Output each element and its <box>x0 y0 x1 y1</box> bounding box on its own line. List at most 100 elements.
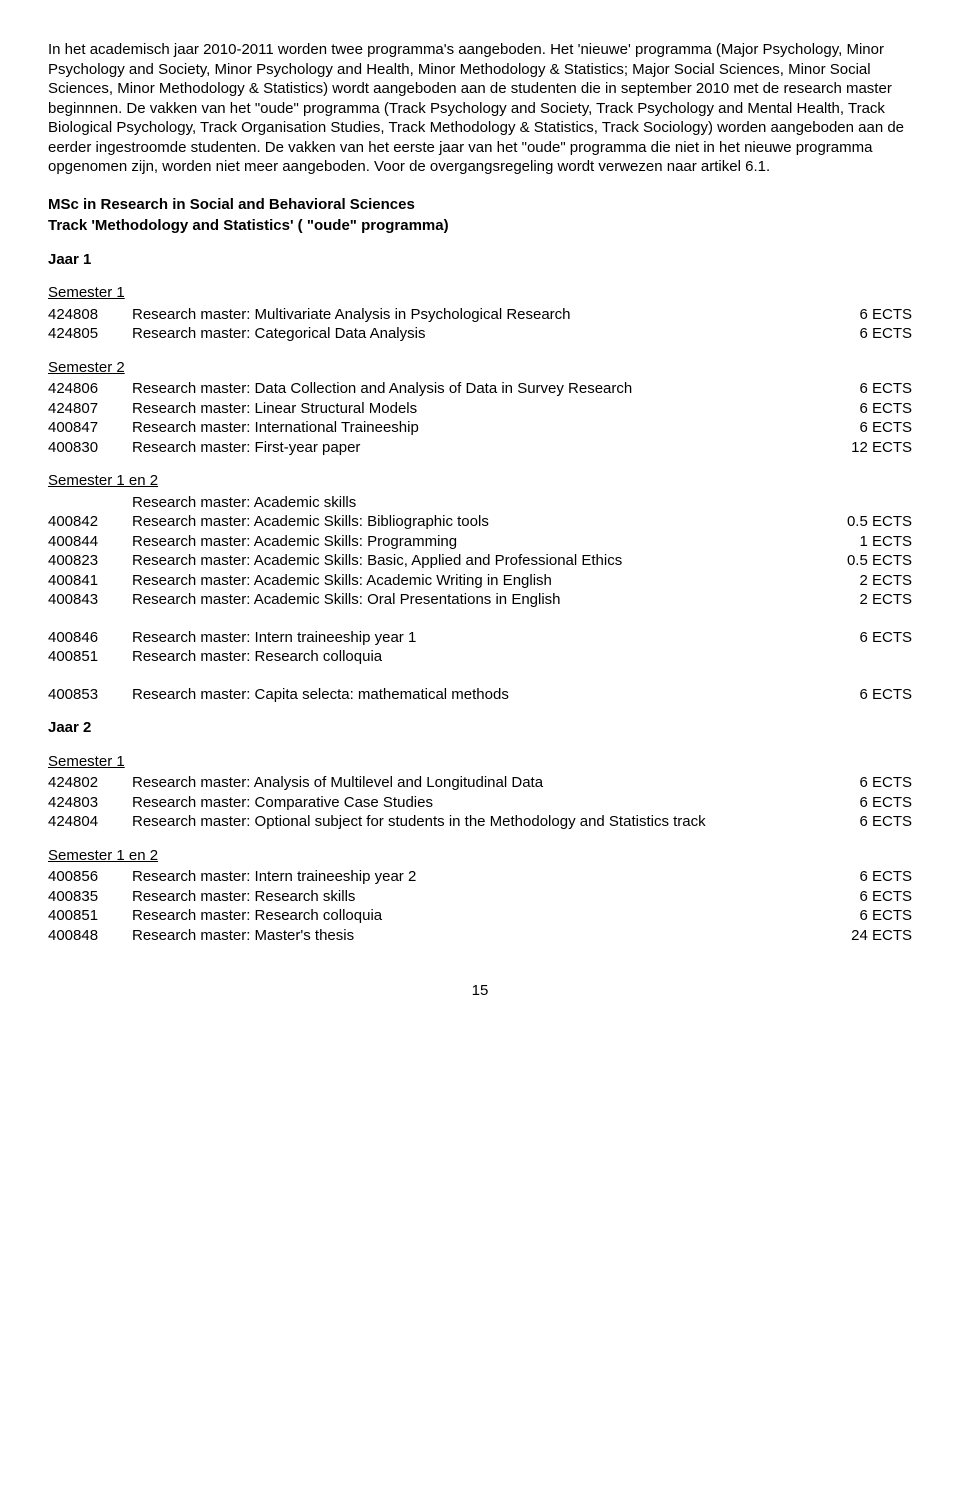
page-number: 15 <box>48 981 912 1001</box>
y1-sem1-list: 424808Research master: Multivariate Anal… <box>48 305 912 344</box>
course-title: Research master: Optional subject for st… <box>132 812 822 832</box>
course-row: 400841Research master: Academic Skills: … <box>48 571 912 591</box>
course-code: 424804 <box>48 812 132 832</box>
course-code: 400844 <box>48 532 132 552</box>
course-ects: 6 ECTS <box>822 773 912 793</box>
course-ects: 6 ECTS <box>822 379 912 399</box>
y1-sem1-heading: Semester 1 <box>48 283 912 303</box>
course-code: 400843 <box>48 590 132 610</box>
course-ects: 6 ECTS <box>822 793 912 813</box>
course-row: 424808Research master: Multivariate Anal… <box>48 305 912 325</box>
course-row: 400844Research master: Academic Skills: … <box>48 532 912 552</box>
course-ects: 0.5 ECTS <box>822 551 912 571</box>
course-title: Research master: Analysis of Multilevel … <box>132 773 822 793</box>
course-row: 424802Research master: Analysis of Multi… <box>48 773 912 793</box>
course-row: 400847Research master: International Tra… <box>48 418 912 438</box>
course-code: 424807 <box>48 399 132 419</box>
course-title: Research master: Academic Skills: Progra… <box>132 532 822 552</box>
year2-heading: Jaar 2 <box>48 718 912 738</box>
year1-heading: Jaar 1 <box>48 250 912 270</box>
course-ects: 6 ECTS <box>822 324 912 344</box>
course-ects: 0.5 ECTS <box>822 512 912 532</box>
y1-sem2-heading: Semester 2 <box>48 358 912 378</box>
course-ects: 24 ECTS <box>822 926 912 946</box>
course-row: 424803Research master: Comparative Case … <box>48 793 912 813</box>
course-code: 400848 <box>48 926 132 946</box>
course-ects: 1 ECTS <box>822 532 912 552</box>
course-row: 400848Research master: Master's thesis24… <box>48 926 912 946</box>
course-row: 424807Research master: Linear Structural… <box>48 399 912 419</box>
course-code: 424803 <box>48 793 132 813</box>
course-title: Research master: Categorical Data Analys… <box>132 324 822 344</box>
course-code: 400851 <box>48 647 132 667</box>
course-code: 400835 <box>48 887 132 907</box>
course-row: 400835Research master: Research skills6 … <box>48 887 912 907</box>
course-code: 400851 <box>48 906 132 926</box>
course-title: Research master: Intern traineeship year… <box>132 628 822 648</box>
course-row: 400851Research master: Research colloqui… <box>48 906 912 926</box>
y2-sem1-heading: Semester 1 <box>48 752 912 772</box>
course-title: Research master: Comparative Case Studie… <box>132 793 822 813</box>
course-code: 400830 <box>48 438 132 458</box>
course-code: 424805 <box>48 324 132 344</box>
course-code: 400853 <box>48 685 132 705</box>
course-ects: 6 ECTS <box>822 418 912 438</box>
course-row: 424804Research master: Optional subject … <box>48 812 912 832</box>
intro-paragraph: In het academisch jaar 2010-2011 worden … <box>48 40 912 177</box>
y2-sem12-list: 400856Research master: Intern traineeshi… <box>48 867 912 945</box>
course-ects: 6 ECTS <box>822 628 912 648</box>
course-row: 400856Research master: Intern traineeshi… <box>48 867 912 887</box>
course-title: Research master: First-year paper <box>132 438 822 458</box>
y1-sem2-list: 424806Research master: Data Collection a… <box>48 379 912 457</box>
course-ects: 6 ECTS <box>822 906 912 926</box>
course-ects: 6 ECTS <box>822 685 912 705</box>
y1-sem12a-list: 400842Research master: Academic Skills: … <box>48 512 912 610</box>
course-ects: 2 ECTS <box>822 590 912 610</box>
msc-title: MSc in Research in Social and Behavioral… <box>48 195 912 215</box>
course-row: 400846Research master: Intern traineeshi… <box>48 628 912 648</box>
course-ects <box>822 647 912 667</box>
course-title: Research master: Data Collection and Ana… <box>132 379 822 399</box>
course-ects: 6 ECTS <box>822 887 912 907</box>
course-ects: 6 ECTS <box>822 812 912 832</box>
course-row: 400843Research master: Academic Skills: … <box>48 590 912 610</box>
course-title: Research master: Research colloquia <box>132 906 822 926</box>
course-code: 400842 <box>48 512 132 532</box>
course-title: Research master: Research colloquia <box>132 647 822 667</box>
course-row: 424805Research master: Categorical Data … <box>48 324 912 344</box>
y1-sem12-heading: Semester 1 en 2 <box>48 471 912 491</box>
y2-sem12-heading: Semester 1 en 2 <box>48 846 912 866</box>
track-title: Track 'Methodology and Statistics' ( "ou… <box>48 216 912 236</box>
course-row: 400830Research master: First-year paper1… <box>48 438 912 458</box>
y1-sem12b-list: 400846Research master: Intern traineeshi… <box>48 628 912 667</box>
course-ects: 6 ECTS <box>822 399 912 419</box>
course-title: Research master: Research skills <box>132 887 822 907</box>
course-title: Research master: Linear Structural Model… <box>132 399 822 419</box>
academic-skills-heading: Research master: Academic skills <box>132 493 912 513</box>
course-code: 400856 <box>48 867 132 887</box>
course-code: 400846 <box>48 628 132 648</box>
y1-sem12c-list: 400853Research master: Capita selecta: m… <box>48 685 912 705</box>
course-title: Research master: Intern traineeship year… <box>132 867 822 887</box>
course-row: 400823Research master: Academic Skills: … <box>48 551 912 571</box>
course-code: 424808 <box>48 305 132 325</box>
course-row: 400853Research master: Capita selecta: m… <box>48 685 912 705</box>
course-code: 400823 <box>48 551 132 571</box>
course-title: Research master: Academic Skills: Basic,… <box>132 551 822 571</box>
course-code: 424802 <box>48 773 132 793</box>
course-ects: 2 ECTS <box>822 571 912 591</box>
course-code: 400847 <box>48 418 132 438</box>
course-title: Research master: International Traineesh… <box>132 418 822 438</box>
course-title: Research master: Capita selecta: mathema… <box>132 685 822 705</box>
course-code: 424806 <box>48 379 132 399</box>
course-title: Research master: Academic Skills: Academ… <box>132 571 822 591</box>
course-ects: 12 ECTS <box>822 438 912 458</box>
course-ects: 6 ECTS <box>822 305 912 325</box>
course-row: 424806Research master: Data Collection a… <box>48 379 912 399</box>
course-title: Research master: Master's thesis <box>132 926 822 946</box>
course-title: Research master: Academic Skills: Biblio… <box>132 512 822 532</box>
course-row: 400851Research master: Research colloqui… <box>48 647 912 667</box>
course-title: Research master: Academic Skills: Oral P… <box>132 590 822 610</box>
y2-sem1-list: 424802Research master: Analysis of Multi… <box>48 773 912 832</box>
course-title: Research master: Multivariate Analysis i… <box>132 305 822 325</box>
